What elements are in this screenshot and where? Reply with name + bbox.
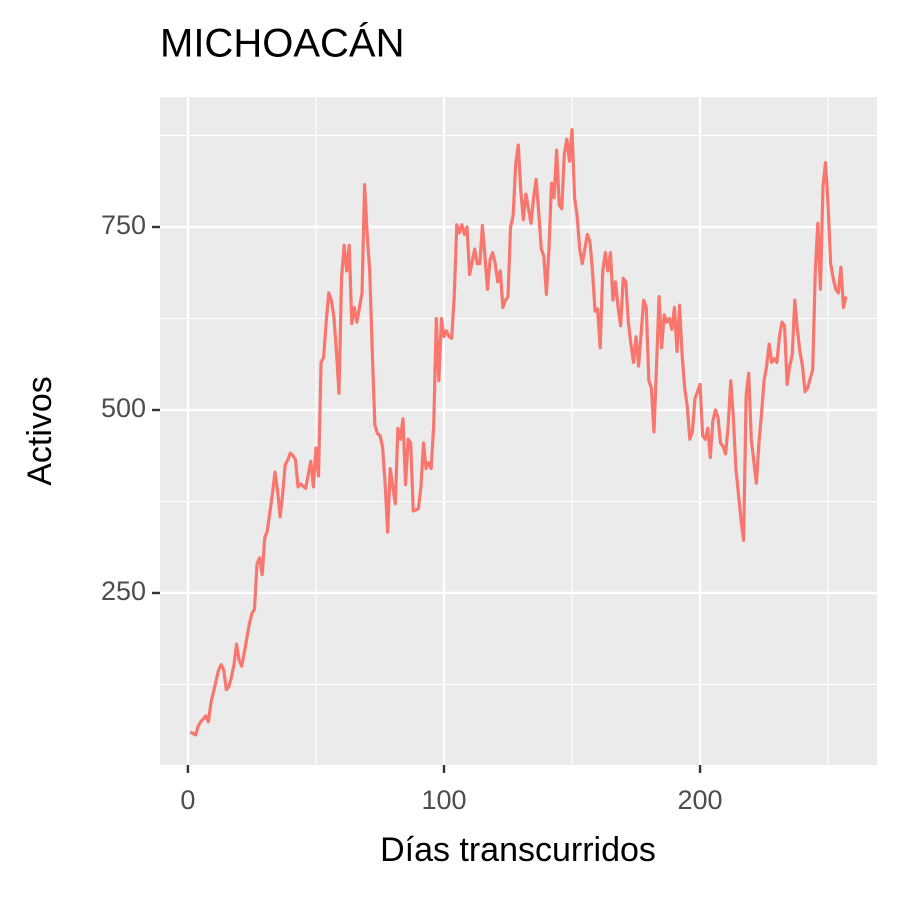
y-axis-label: Activos	[21, 376, 59, 486]
axes: 250 500 750 0 100 200	[101, 210, 723, 815]
chart-title: MICHOACÁN	[160, 21, 404, 66]
y-tick-label: 500	[101, 393, 146, 423]
y-tick-label: 250	[101, 576, 146, 606]
x-tick-label: 200	[678, 785, 723, 815]
x-axis-label: Días transcurridos	[380, 831, 656, 869]
plot	[189, 128, 848, 737]
x-tick-label: 100	[421, 785, 466, 815]
data-line	[189, 128, 848, 737]
panel	[160, 97, 877, 765]
grid	[160, 97, 877, 765]
x-tick-label: 0	[180, 785, 195, 815]
y-tick-label: 750	[101, 210, 146, 240]
